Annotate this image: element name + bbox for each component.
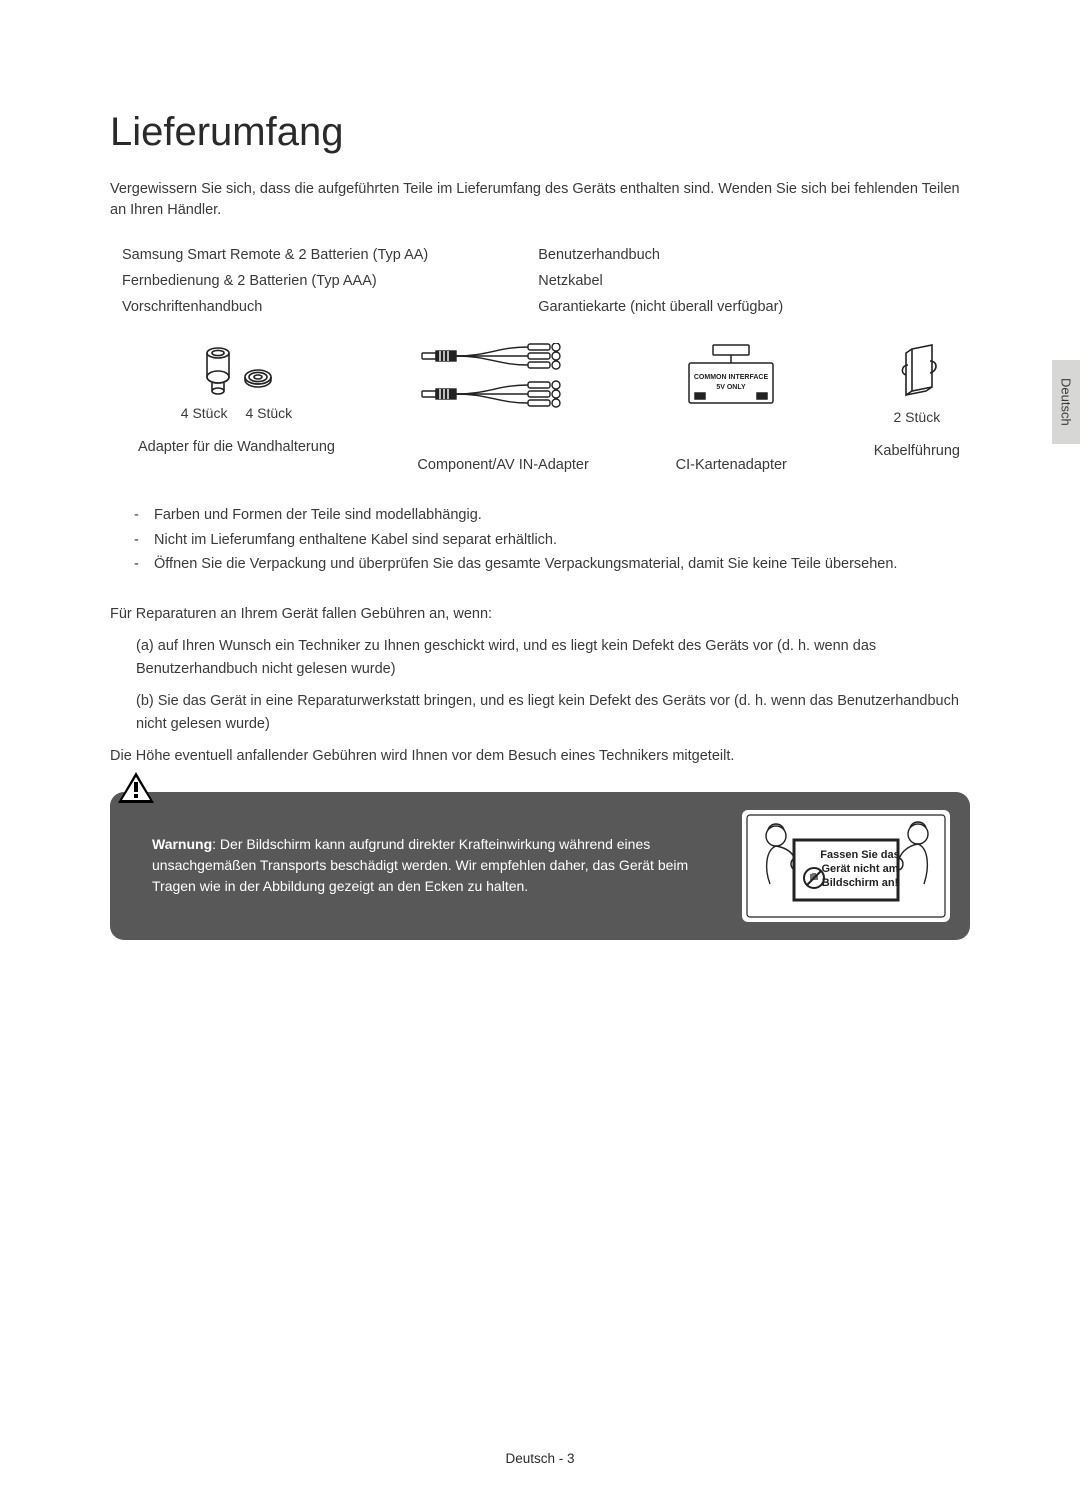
figure-cable-holder: 2 Stück Kabelführung [874,343,960,485]
item-left-2: Vorschriftenhandbuch [122,299,428,315]
figure-wall-adapter: 4 Stück 4 Stück Adapter für die Wandhalt… [138,343,335,485]
wall-caption: Adapter für die Wandhalterung [138,427,335,467]
repair-a: (a) auf Ihren Wunsch ein Techniker zu Ih… [136,635,970,680]
item-right-0: Benutzerhandbuch [538,247,783,263]
ci-box-top: COMMON INTERFACE [694,374,769,381]
figure-ci-adapter: COMMON INTERFACE 5V ONLY CI-Kartenadapte… [671,343,791,485]
overlay-2: Gerät nicht am [821,863,898,875]
figure-row: 4 Stück 4 Stück Adapter für die Wandhalt… [138,343,960,485]
av-caption: Component/AV IN-Adapter [417,445,588,485]
repair-tail: Die Höhe eventuell anfallender Gebühren … [110,745,970,767]
warning-body: : Der Bildschirm kann aufgrund direkter … [152,836,688,894]
page-footer: Deutsch - 3 [0,1451,1080,1466]
notes-list: Farben und Formen der Teile sind modella… [134,503,970,577]
item-right-2: Garantiekarte (nicht überall verfügbar) [538,299,783,315]
item-left-0: Samsung Smart Remote & 2 Batterien (Typ … [122,247,428,263]
language-side-tab: Deutsch [1052,360,1080,444]
repair-lead: Für Reparaturen an Ihrem Gerät fallen Ge… [110,603,970,625]
note-1: Nicht im Lieferumfang enthaltene Kabel s… [134,528,970,553]
included-items: Samsung Smart Remote & 2 Batterien (Typ … [122,247,970,315]
warning-illustration: Fassen Sie das Gerät nicht am Bildschirm… [742,810,950,922]
warning-label: Warnung [152,836,212,852]
wall-sub-2: 4 Stück [245,405,292,421]
warning-box: Warnung: Der Bildschirm kann aufgrund di… [110,792,970,940]
wall-adapter-icon [188,343,284,399]
ci-box-bottom: 5V ONLY [717,384,747,391]
page-title: Lieferumfang [110,110,970,155]
item-left-1: Fernbedienung & 2 Batterien (Typ AAA) [122,273,428,289]
warning-text: Warnung: Der Bildschirm kann aufgrund di… [152,834,722,897]
item-right-1: Netzkabel [538,273,783,289]
cable-holder-icon [882,343,952,403]
figure-av-adapter: Component/AV IN-Adapter [417,343,588,485]
wall-sub-1: 4 Stück [181,405,228,421]
side-tab-label: Deutsch [1059,378,1074,426]
cable-caption: Kabelführung [874,431,960,471]
ci-adapter-icon: COMMON INTERFACE 5V ONLY [671,343,791,417]
repair-block: Für Reparaturen an Ihrem Gerät fallen Ge… [110,603,970,768]
av-adapter-icon [418,343,588,417]
cable-sub: 2 Stück [894,409,941,425]
overlay-1: Fassen Sie das [820,849,900,861]
overlay-3: Bildschirm an! [822,877,898,889]
intro-text: Vergewissern Sie sich, dass die aufgefüh… [110,179,970,221]
note-2: Öffnen Sie die Verpackung und überprüfen… [134,552,970,577]
repair-b: (b) Sie das Gerät in eine Reparaturwerks… [136,690,970,735]
note-0: Farben und Formen der Teile sind modella… [134,503,970,528]
warning-triangle-icon [116,770,156,806]
ci-caption: CI-Kartenadapter [676,445,787,485]
